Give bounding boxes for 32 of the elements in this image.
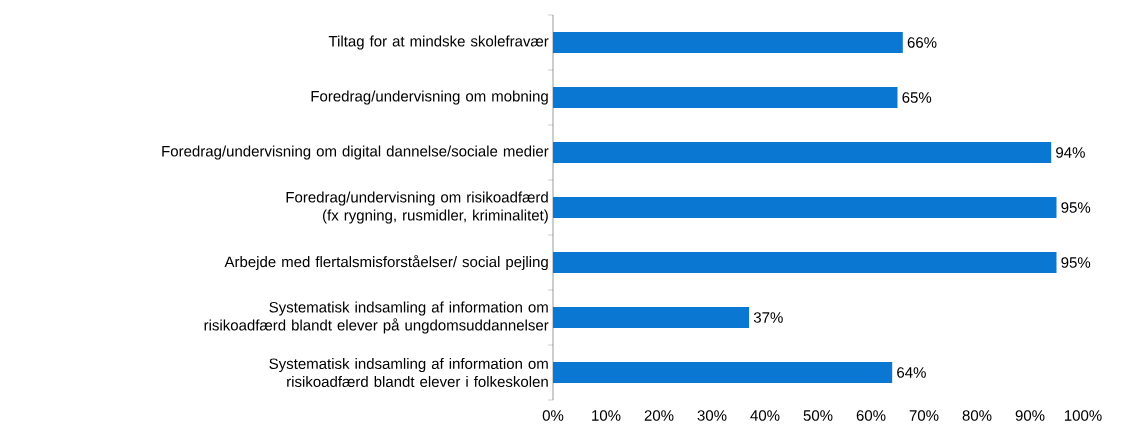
y-tick-label: Systematisk indsamling af information om risikoadfærd blandt elever på ungdomsuddannelser — [204, 301, 549, 334]
bar — [553, 307, 750, 329]
data-label: 94% — [1056, 147, 1085, 158]
y-tick-label: Foredrag/undervisning om digital dannelse/sociale medier — [162, 145, 549, 160]
y-tick-label: Foredrag/undervisning om mobning — [311, 90, 548, 105]
y-tick-label: Arbejde med flertalsmisforståelser/ social pejling — [224, 254, 548, 271]
bar — [553, 252, 1057, 274]
data-label: 95% — [1061, 202, 1091, 213]
data-label: 37% — [753, 312, 783, 323]
x-tick-label: 40% — [750, 410, 780, 421]
x-tick-label: 0% — [542, 410, 564, 421]
bar — [553, 197, 1057, 219]
data-label: 66% — [907, 37, 937, 48]
bar — [553, 362, 893, 383]
y-tick-label: Foredrag/undervisning om risikoadfærd (fx rygning, rusmidler, kriminalitet) — [286, 191, 548, 224]
y-tick-label: Tiltag for at mindske skolefravær — [328, 35, 549, 50]
x-tick-label: 100% — [1064, 410, 1102, 421]
x-tick-label: 50% — [803, 410, 833, 421]
data-label: 95% — [1061, 257, 1091, 268]
x-tick-label: 10% — [592, 410, 621, 421]
bar — [553, 32, 903, 54]
x-tick-label: 80% — [962, 410, 992, 421]
x-tick-label: 70% — [909, 410, 939, 421]
data-label: 64% — [897, 367, 926, 378]
bar — [553, 87, 898, 109]
x-tick-label: 60% — [856, 410, 886, 421]
y-tick-label: Systematisk indsamling af information om risikoadfærd blandt elever i folkeskolen — [269, 357, 548, 388]
x-tick-label: 20% — [644, 410, 674, 421]
bar — [553, 142, 1052, 164]
x-tick-label: 90% — [1015, 410, 1045, 421]
data-label: 65% — [902, 92, 932, 103]
x-tick-label: 30% — [697, 410, 727, 421]
